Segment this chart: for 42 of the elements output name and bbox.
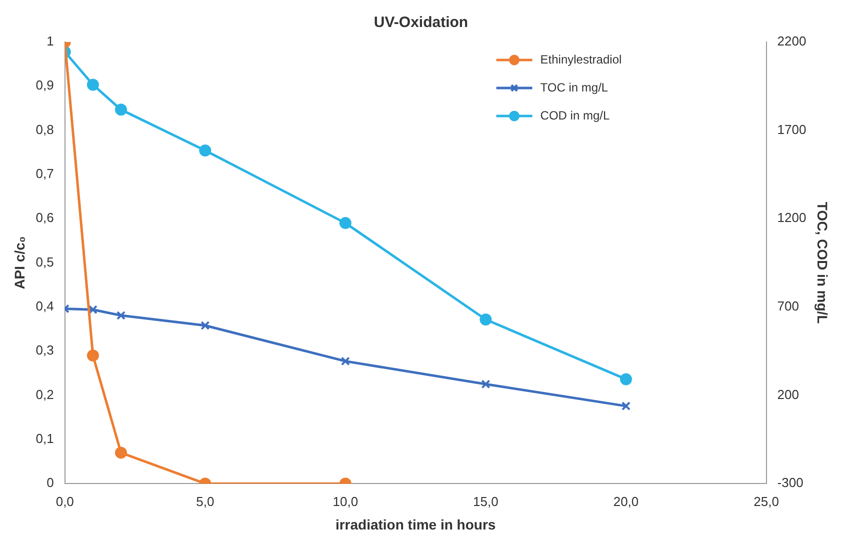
y2-tick-label: 2200 [777, 34, 806, 49]
point [339, 217, 352, 230]
legend-label: Ethinylestradiol [540, 52, 622, 66]
point [620, 373, 632, 386]
y-tick-label: 1 [46, 34, 54, 49]
point [116, 310, 126, 320]
y-tick-label: 0,5 [36, 254, 54, 270]
chart-title: UV-Oxidation [374, 14, 468, 32]
x-tick-label: 5,0 [196, 494, 214, 509]
y-tick-label: 0,7 [36, 166, 54, 182]
y-tick-label: 0,9 [36, 78, 54, 93]
point [86, 350, 99, 362]
x-tick-label: 10,0 [332, 494, 358, 509]
y-tick-label: 0,4 [36, 298, 54, 314]
point [114, 104, 127, 116]
x-tick-label: 25,0 [754, 494, 779, 509]
x-tick-label: 0,0 [56, 494, 74, 509]
y-tick-label: 0,3 [36, 342, 54, 358]
y2-tick-label: 700 [777, 298, 799, 314]
y-tick-label: 0,6 [36, 210, 54, 226]
point [199, 144, 212, 156]
y-axis-title: API c/c₀ [11, 236, 28, 290]
y-tick-label: 0,1 [36, 431, 54, 446]
point [86, 78, 99, 91]
point [340, 356, 350, 366]
point [481, 380, 490, 389]
y-tick-label: 0 [46, 475, 54, 490]
y2-tick-label: 200 [777, 386, 799, 402]
y2-tick-label: 1200 [777, 210, 806, 226]
x-axis-title: irradiation time in hours [335, 516, 496, 532]
legend-label: COD in mg/L [540, 108, 610, 122]
y2-tick-label: -300 [777, 475, 804, 490]
y-tick-label: 0,2 [36, 386, 54, 402]
point [200, 320, 210, 330]
x-tick-label: 20,0 [613, 494, 639, 509]
y2-axis-title: TOC, COD in mg/L [814, 202, 831, 324]
x-tick-label: 15,0 [473, 494, 498, 509]
y2-tick-label: 1700 [777, 122, 806, 137]
point [621, 402, 631, 411]
y-tick-label: 0,8 [36, 122, 54, 137]
legend-label: TOC in mg/L [540, 80, 608, 94]
point [480, 314, 492, 326]
